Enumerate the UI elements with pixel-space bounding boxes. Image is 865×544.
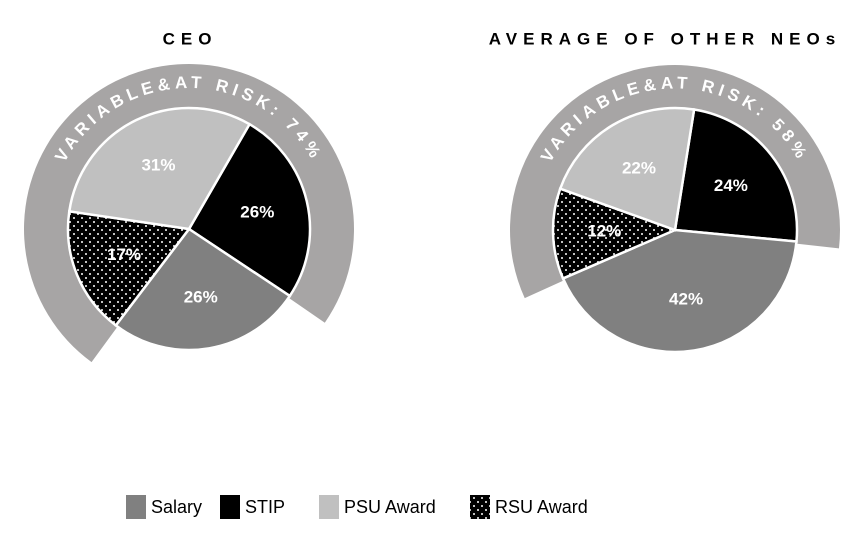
data-label: 12% — [587, 222, 621, 241]
legend-swatch — [470, 495, 490, 519]
pie-slice — [558, 106, 696, 232]
pie-slice — [114, 227, 292, 352]
chart-title: AVERAGE OF OTHER NEOs — [489, 29, 841, 48]
data-label: 22% — [622, 159, 656, 178]
data-label: 17% — [107, 245, 141, 264]
data-label: 26% — [184, 288, 218, 307]
pie-slice — [673, 108, 799, 243]
legend-swatch — [220, 495, 240, 519]
data-label: 26% — [240, 202, 274, 221]
chart-title: CEO — [163, 29, 218, 48]
legend-label: STIP — [245, 497, 285, 517]
risk-ring — [510, 65, 840, 299]
data-label: 42% — [669, 289, 703, 308]
legend-swatch — [319, 495, 339, 519]
pie-slice — [66, 209, 192, 328]
legend-label: PSU Award — [344, 497, 436, 517]
legend-label: Salary — [151, 497, 202, 517]
pie-slice — [551, 187, 679, 281]
pie-slice — [561, 228, 798, 354]
data-label: 24% — [714, 176, 748, 195]
legend-swatch — [126, 495, 146, 519]
risk-ring — [23, 63, 355, 363]
legend-label: RSU Award — [495, 497, 588, 517]
pie-slice — [187, 122, 312, 298]
pie-slice — [67, 106, 252, 231]
data-label: 31% — [141, 155, 175, 174]
